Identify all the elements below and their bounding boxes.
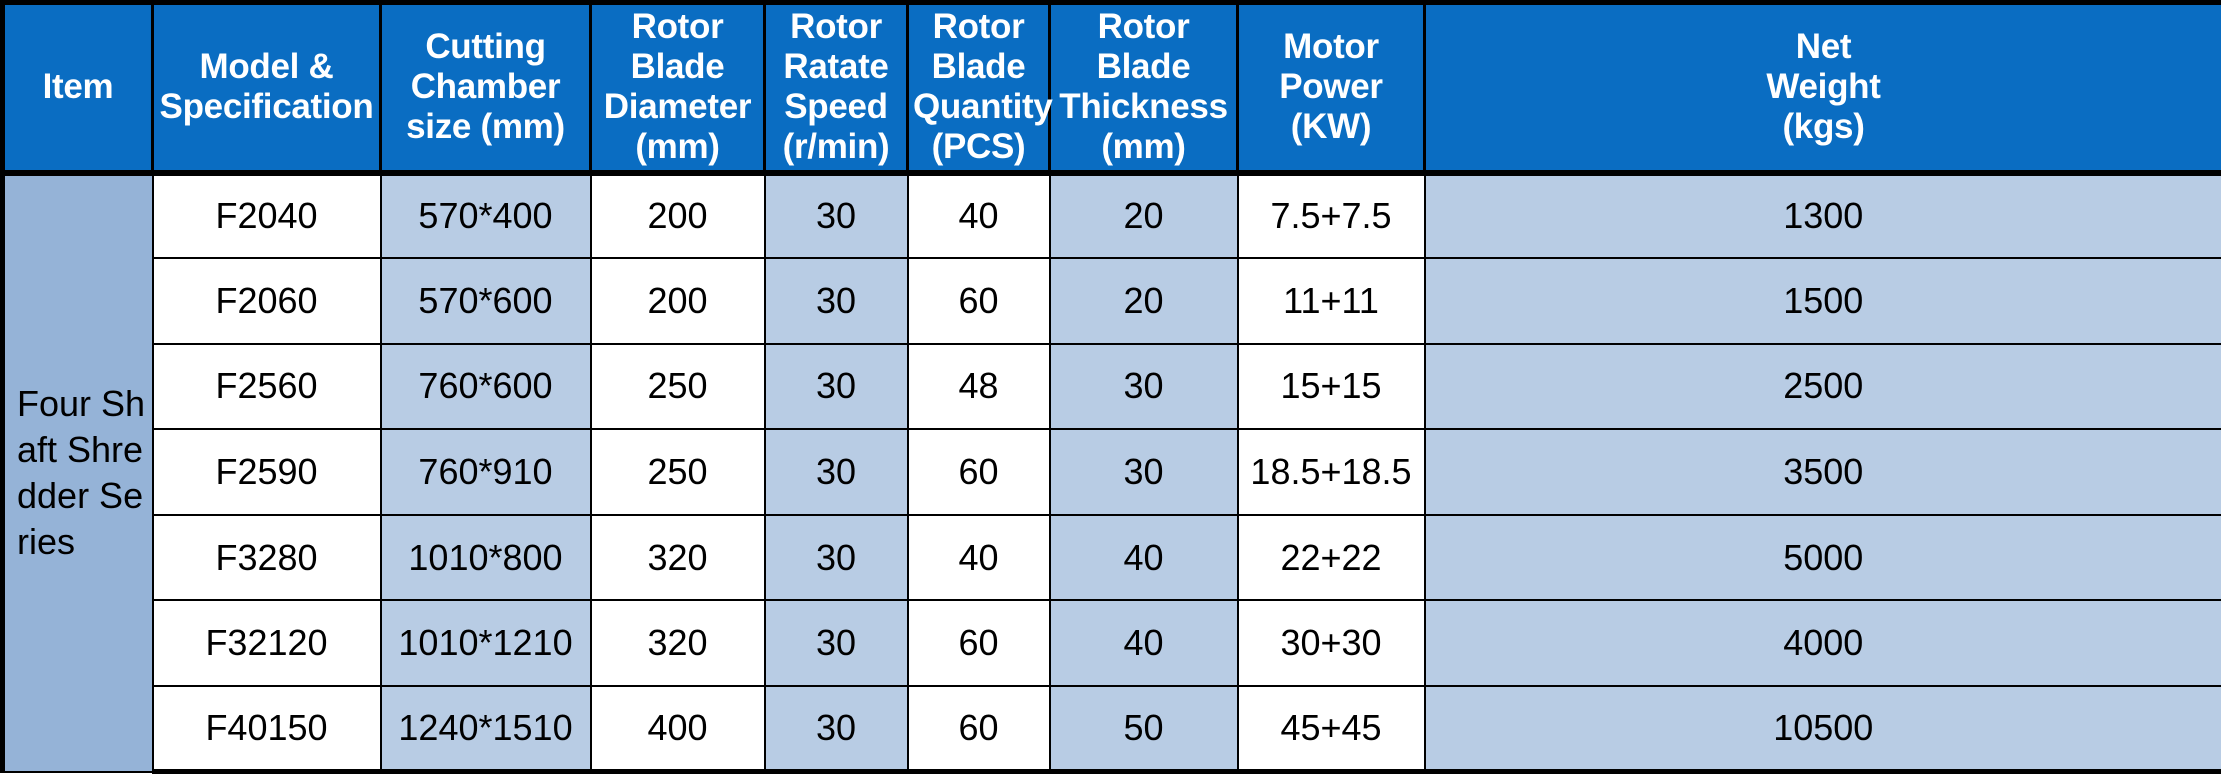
cell-power: 11+11 xyxy=(1236,257,1426,345)
cell-speed: 30 xyxy=(763,171,909,260)
cell-speed: 30 xyxy=(763,684,909,774)
cell-quantity: 60 xyxy=(906,257,1051,345)
column-header-rotor-ratate-speed: Rotor Ratate Speed (r/min) xyxy=(763,0,909,176)
cell-quantity: 60 xyxy=(906,428,1051,516)
cell-chamber: 1010*800 xyxy=(379,513,592,602)
cell-chamber: 1010*1210 xyxy=(379,599,592,687)
cell-model: F2590 xyxy=(151,428,382,516)
cell-model: F2060 xyxy=(151,257,382,345)
cell-model: F2560 xyxy=(151,342,382,431)
table-row: F32120 1010*1210 320 30 60 40 30+30 4000 xyxy=(3,599,2221,687)
cell-thickness: 30 xyxy=(1048,342,1239,431)
column-header-rotor-blade-thickness: Rotor Blade Thickness (mm) xyxy=(1048,0,1239,176)
cell-chamber: 1240*1510 xyxy=(379,684,592,774)
cell-power: 45+45 xyxy=(1236,684,1426,774)
table-row: F2590 760*910 250 30 60 30 18.5+18.5 350… xyxy=(3,428,2221,516)
cell-quantity: 40 xyxy=(906,513,1051,602)
cell-speed: 30 xyxy=(763,599,909,687)
header-row: Item Model & Specification Cutting Chamb… xyxy=(0,0,2221,176)
cell-weight: 1300 xyxy=(1423,171,2221,260)
cell-thickness: 40 xyxy=(1048,599,1239,687)
table-row: Four Shaft Shredder Series F2040 570*400… xyxy=(0,171,2221,773)
column-header-item: Item xyxy=(0,0,154,176)
cell-weight: 10500 xyxy=(1423,684,2221,774)
cell-model: F3280 xyxy=(151,513,382,602)
column-header-rotor-blade-diameter: Rotor Blade Diameter (mm) xyxy=(589,0,766,176)
cell-quantity: 40 xyxy=(906,171,1051,260)
table-body: Four Shaft Shredder Series F2040 570*400… xyxy=(0,171,2221,774)
cell-thickness: 20 xyxy=(1048,171,1239,260)
cell-weight: 4000 xyxy=(1423,599,2221,687)
cell-power: 22+22 xyxy=(1236,513,1426,602)
cell-power: 18.5+18.5 xyxy=(1236,428,1426,516)
column-header-model-specification: Model & Specification xyxy=(151,0,382,176)
cell-speed: 30 xyxy=(763,342,909,431)
cell-speed: 30 xyxy=(763,257,909,345)
column-header-cutting-chamber-size: Cutting Chamber size (mm) xyxy=(379,0,592,176)
column-header-rotor-blade-quantity: Rotor Blade Quantity (PCS) xyxy=(906,0,1053,176)
cell-diameter: 200 xyxy=(589,171,766,260)
cell-thickness: 50 xyxy=(1048,684,1239,774)
table-row: F40150 1240*1510 400 30 60 50 45+45 1050… xyxy=(3,684,2221,774)
cell-power: 7.5+7.5 xyxy=(1236,171,1426,260)
cell-power: 30+30 xyxy=(1236,599,1426,687)
cell-chamber: 570*400 xyxy=(379,171,592,260)
cell-weight: 5000 xyxy=(1423,513,2221,602)
cell-speed: 30 xyxy=(763,513,909,602)
cell-quantity: 48 xyxy=(906,342,1051,431)
table-row: F2560 760*600 250 30 48 30 15+15 2500 xyxy=(3,342,2221,431)
table-row: F2060 570*600 200 30 60 20 11+11 1500 xyxy=(3,257,2221,345)
cell-chamber: 760*600 xyxy=(379,342,592,431)
item-group-cell: Four Shaft Shredder Series xyxy=(0,171,154,773)
table-header: Item Model & Specification Cutting Chamb… xyxy=(0,0,2221,176)
cell-diameter: 200 xyxy=(589,257,766,345)
cell-quantity: 60 xyxy=(906,684,1051,774)
cell-chamber: 760*910 xyxy=(379,428,592,516)
cell-diameter: 320 xyxy=(589,513,766,602)
cell-diameter: 320 xyxy=(589,599,766,687)
cell-thickness: 30 xyxy=(1048,428,1239,516)
cell-weight: 2500 xyxy=(1423,342,2221,431)
cell-diameter: 400 xyxy=(589,684,766,774)
cell-weight: 1500 xyxy=(1423,257,2221,345)
cell-model: F40150 xyxy=(151,684,382,774)
cell-diameter: 250 xyxy=(589,342,766,431)
cell-chamber: 570*600 xyxy=(379,257,592,345)
cell-quantity: 60 xyxy=(906,599,1051,687)
table-row: F3280 1010*800 320 30 40 40 22+22 5000 xyxy=(3,513,2221,602)
column-header-motor-power: Motor Power (KW) xyxy=(1236,0,1426,176)
cell-thickness: 20 xyxy=(1048,257,1239,345)
cell-thickness: 40 xyxy=(1048,513,1239,602)
cell-model: F32120 xyxy=(151,599,382,687)
cell-speed: 30 xyxy=(763,428,909,516)
cell-diameter: 250 xyxy=(589,428,766,516)
column-header-net-weight: Net Weight (kgs) xyxy=(1423,0,2221,176)
cell-weight: 3500 xyxy=(1423,428,2221,516)
cell-power: 15+15 xyxy=(1236,342,1426,431)
cell-model: F2040 xyxy=(151,171,382,260)
